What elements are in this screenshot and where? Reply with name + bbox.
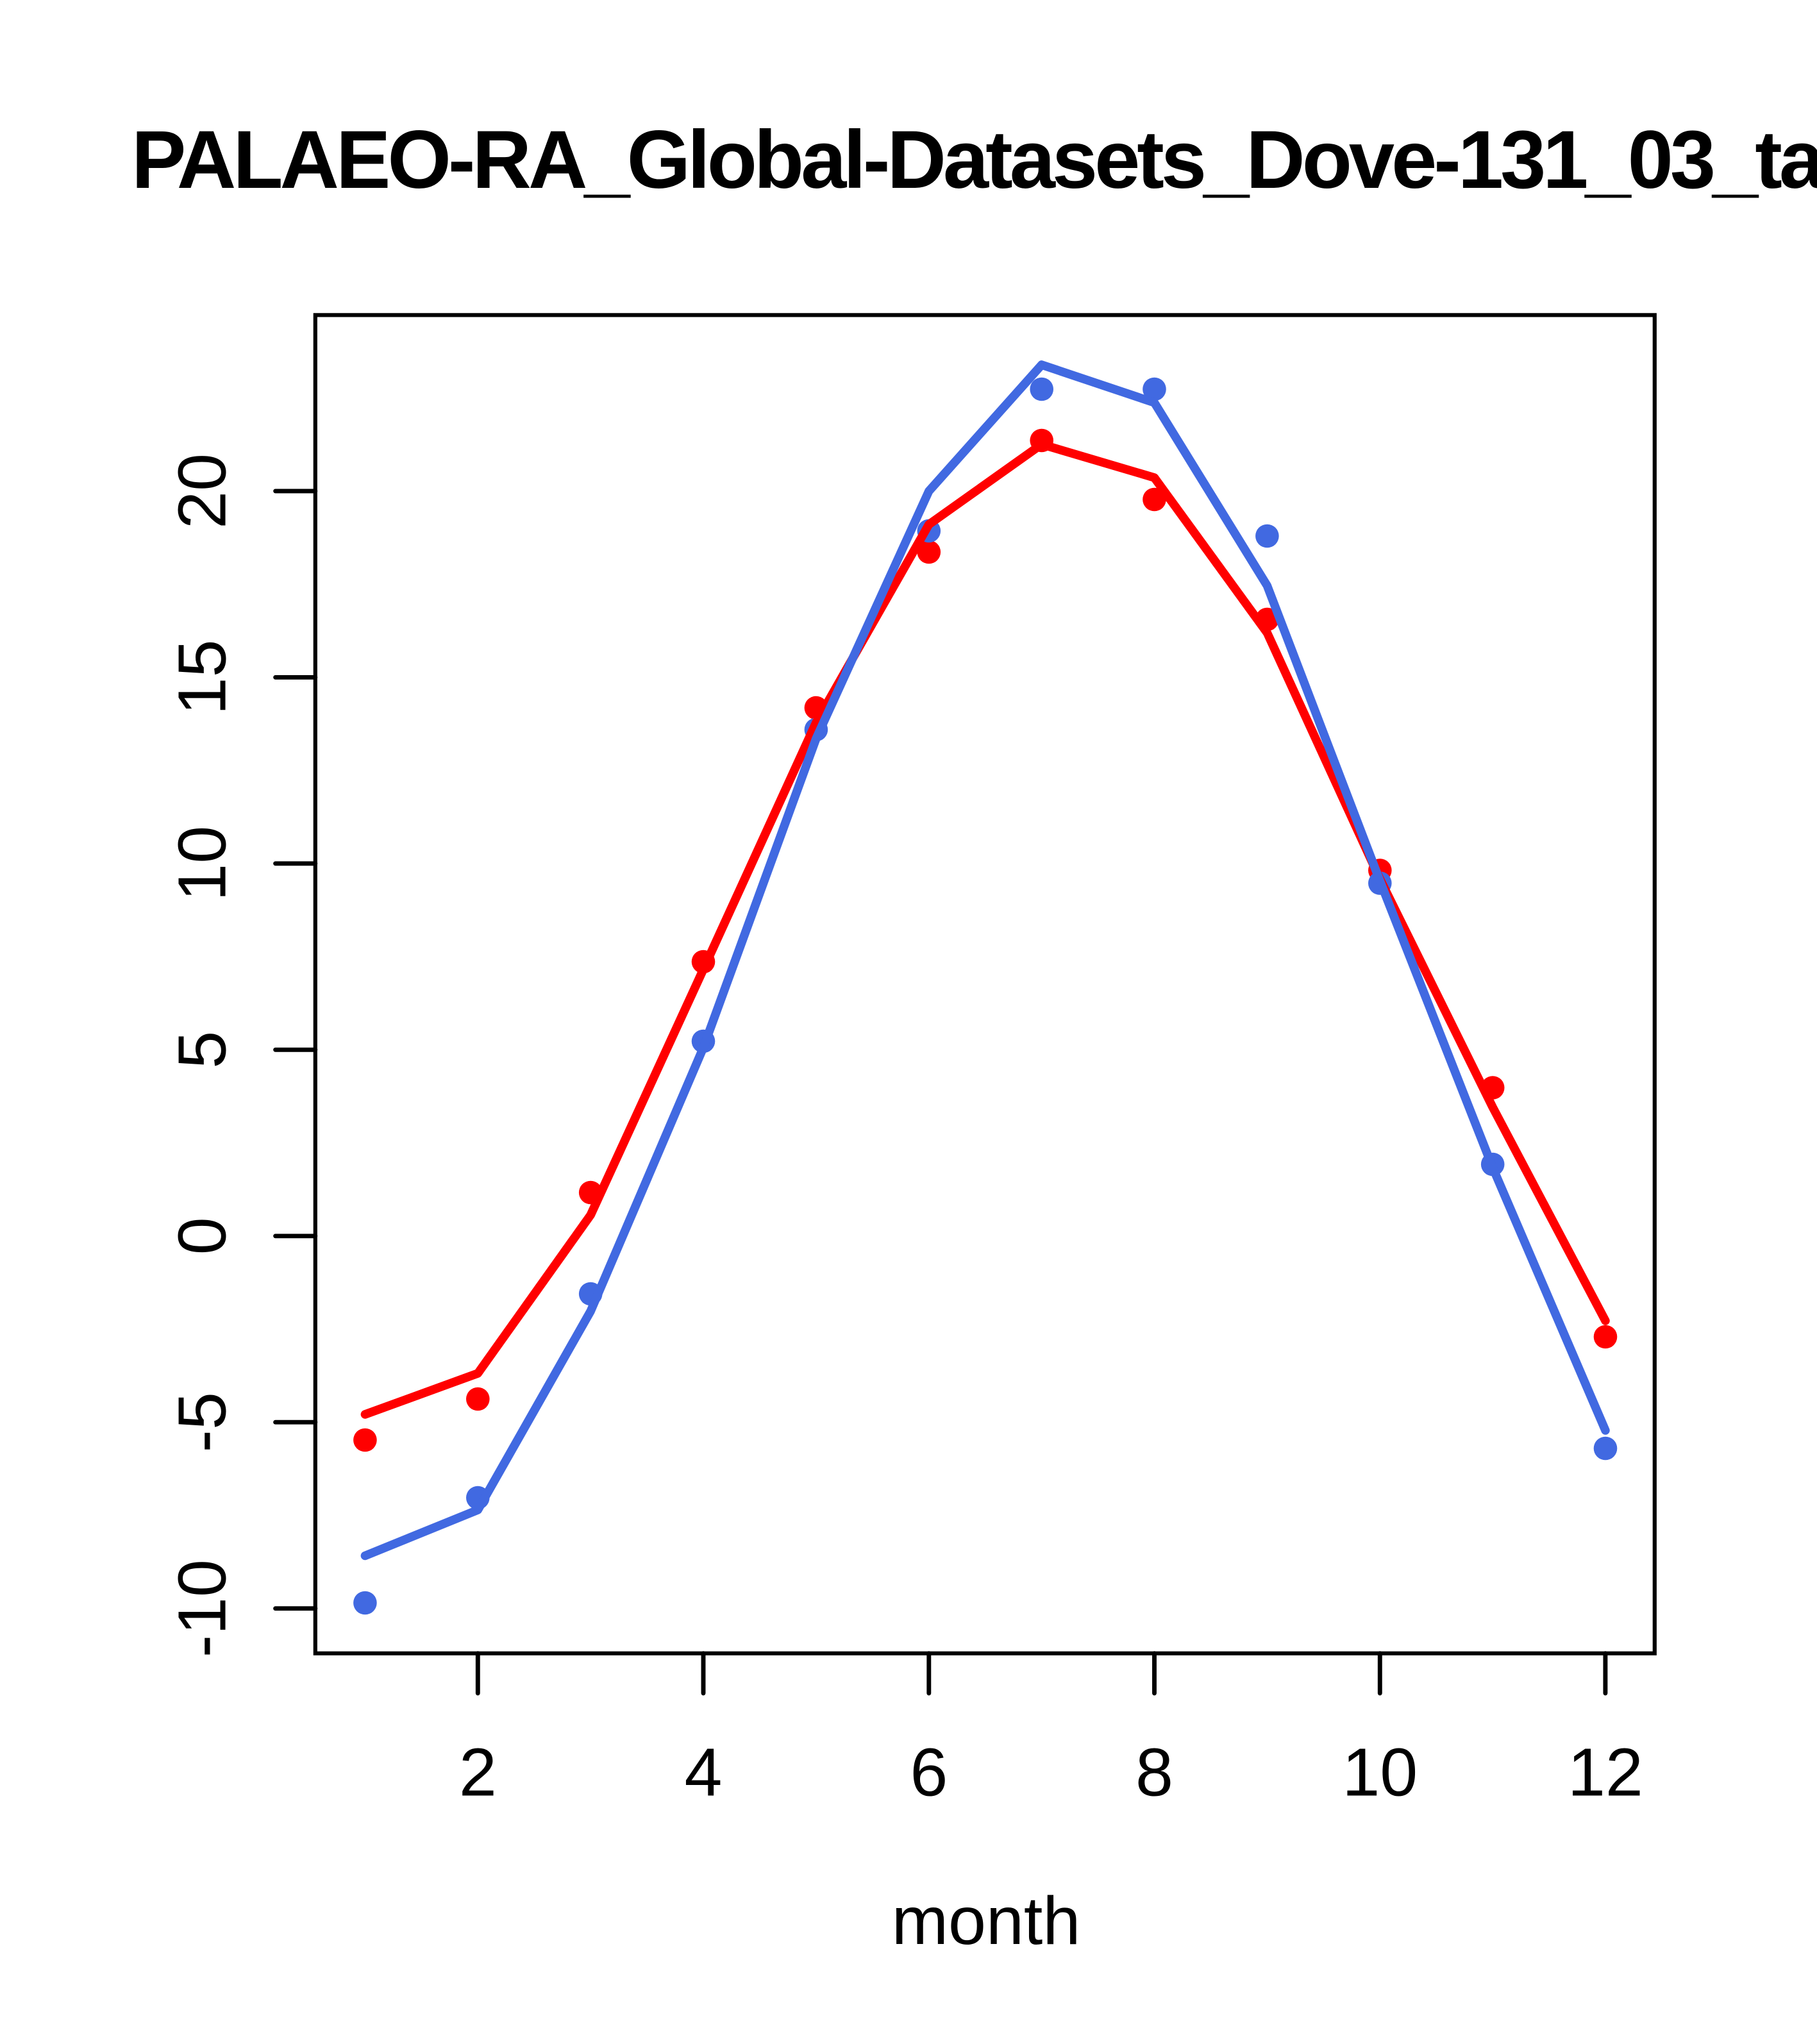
svg-text:4: 4 — [685, 1734, 723, 1810]
svg-text:2: 2 — [459, 1734, 497, 1810]
svg-text:10: 10 — [165, 826, 240, 901]
svg-text:10: 10 — [1342, 1734, 1418, 1810]
svg-text:5: 5 — [165, 1031, 240, 1069]
svg-text:-5: -5 — [165, 1392, 240, 1452]
svg-text:PALAEO-RA_Global-Datasets_Dove: PALAEO-RA_Global-Datasets_Dove-131_03_ta… — [131, 114, 1817, 206]
svg-text:12: 12 — [1568, 1734, 1643, 1810]
svg-text:month: month — [892, 1883, 1081, 1959]
svg-text:6: 6 — [910, 1734, 948, 1810]
svg-text:8: 8 — [1135, 1734, 1173, 1810]
svg-text:-10: -10 — [165, 1559, 240, 1657]
svg-text:20: 20 — [165, 453, 240, 529]
svg-text:0: 0 — [165, 1217, 240, 1255]
svg-text:15: 15 — [165, 639, 240, 715]
